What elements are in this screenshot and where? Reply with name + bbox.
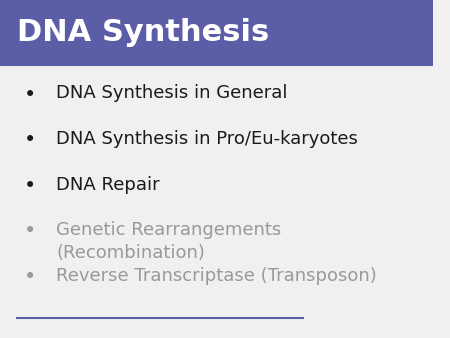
FancyBboxPatch shape [0,0,432,66]
Text: DNA Synthesis: DNA Synthesis [17,19,270,47]
Text: •: • [24,267,36,287]
Text: •: • [24,221,36,241]
Text: DNA Repair: DNA Repair [56,176,160,194]
Text: DNA Synthesis in Pro/Eu-karyotes: DNA Synthesis in Pro/Eu-karyotes [56,130,358,148]
Text: •: • [24,130,36,150]
Text: •: • [24,84,36,104]
Text: DNA Synthesis in General: DNA Synthesis in General [56,84,288,102]
Text: Reverse Transcriptase (Transposon): Reverse Transcriptase (Transposon) [56,267,377,285]
Text: •: • [24,176,36,196]
Text: Genetic Rearrangements
(Recombination): Genetic Rearrangements (Recombination) [56,221,282,262]
